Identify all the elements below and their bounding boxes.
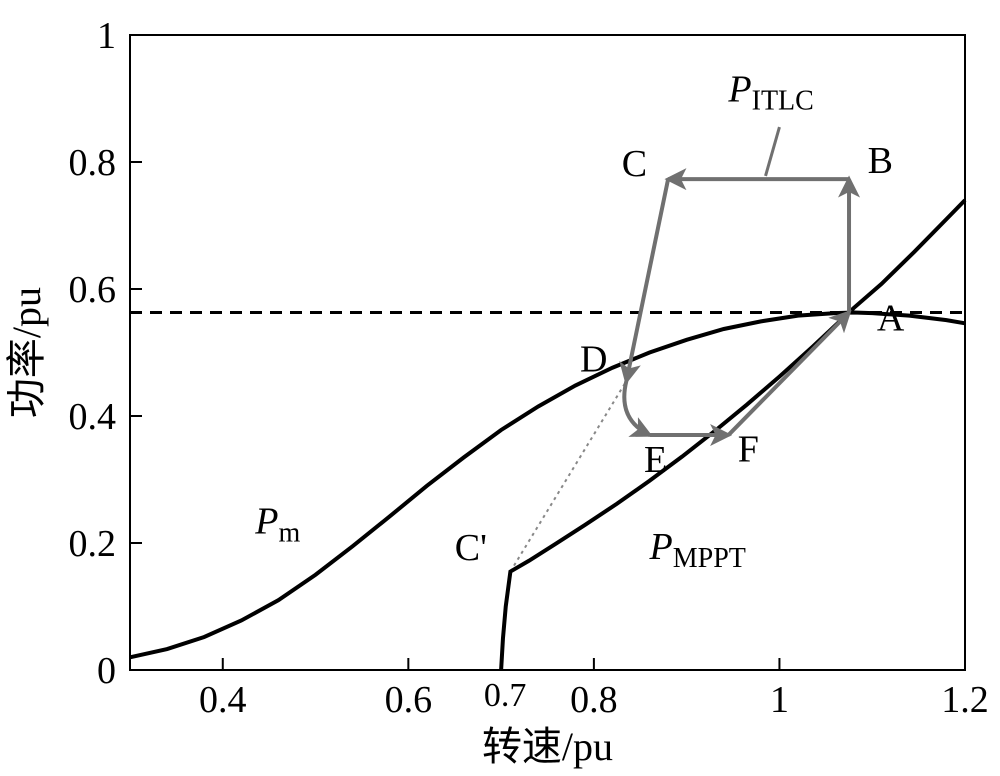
traj-C-D [626, 179, 668, 381]
x-tick-label: 0.8 [570, 679, 618, 721]
y-tick-label: 0 [97, 650, 116, 692]
y-tick-label: 0.6 [69, 269, 117, 311]
pm-curve [130, 313, 965, 658]
y-tick-label: 0.8 [69, 142, 117, 184]
traj-F-A [728, 312, 849, 435]
y-tick-label: 1 [97, 15, 116, 57]
itemc-label: PITLC [727, 69, 813, 117]
chart-svg: 0.4 0.6 0.8 1 1.2 0.7 0 0.2 0.4 0.6 0.8 1 转速/pu 功率/pu… [0, 0, 1000, 776]
y-tick-label: 0.4 [69, 396, 117, 438]
point-label-F: F [738, 429, 759, 471]
x-tick-label-extra: 0.7 [484, 677, 527, 714]
point-label-Cprime: C' [455, 527, 487, 569]
dotted-guide-line [510, 381, 626, 572]
mppt-label: PMPPT [649, 526, 746, 574]
itemc-pointer [766, 127, 780, 176]
x-tick-label: 0.4 [199, 679, 247, 721]
chart-container: 0.4 0.6 0.8 1 1.2 0.7 0 0.2 0.4 0.6 0.8 1 转速/pu 功率/pu… [0, 0, 1000, 776]
point-label-E: E [644, 439, 667, 481]
traj-D-E [624, 381, 649, 435]
x-axis-label: 转速/pu [482, 724, 613, 769]
pm-label: Pm [254, 500, 300, 548]
x-tick-label: 1.2 [941, 679, 989, 721]
x-tick-label: 0.6 [385, 679, 433, 721]
point-label-D: D [580, 339, 607, 381]
mppt-curve [501, 200, 965, 670]
point-label-C: C [622, 143, 647, 185]
point-label-A: A [877, 297, 905, 339]
x-tick-label: 1 [770, 679, 789, 721]
y-tick-label: 0.2 [69, 523, 117, 565]
plot-border [130, 35, 965, 670]
point-label-B: B [868, 140, 893, 182]
y-axis-label: 功率/pu [4, 287, 49, 418]
